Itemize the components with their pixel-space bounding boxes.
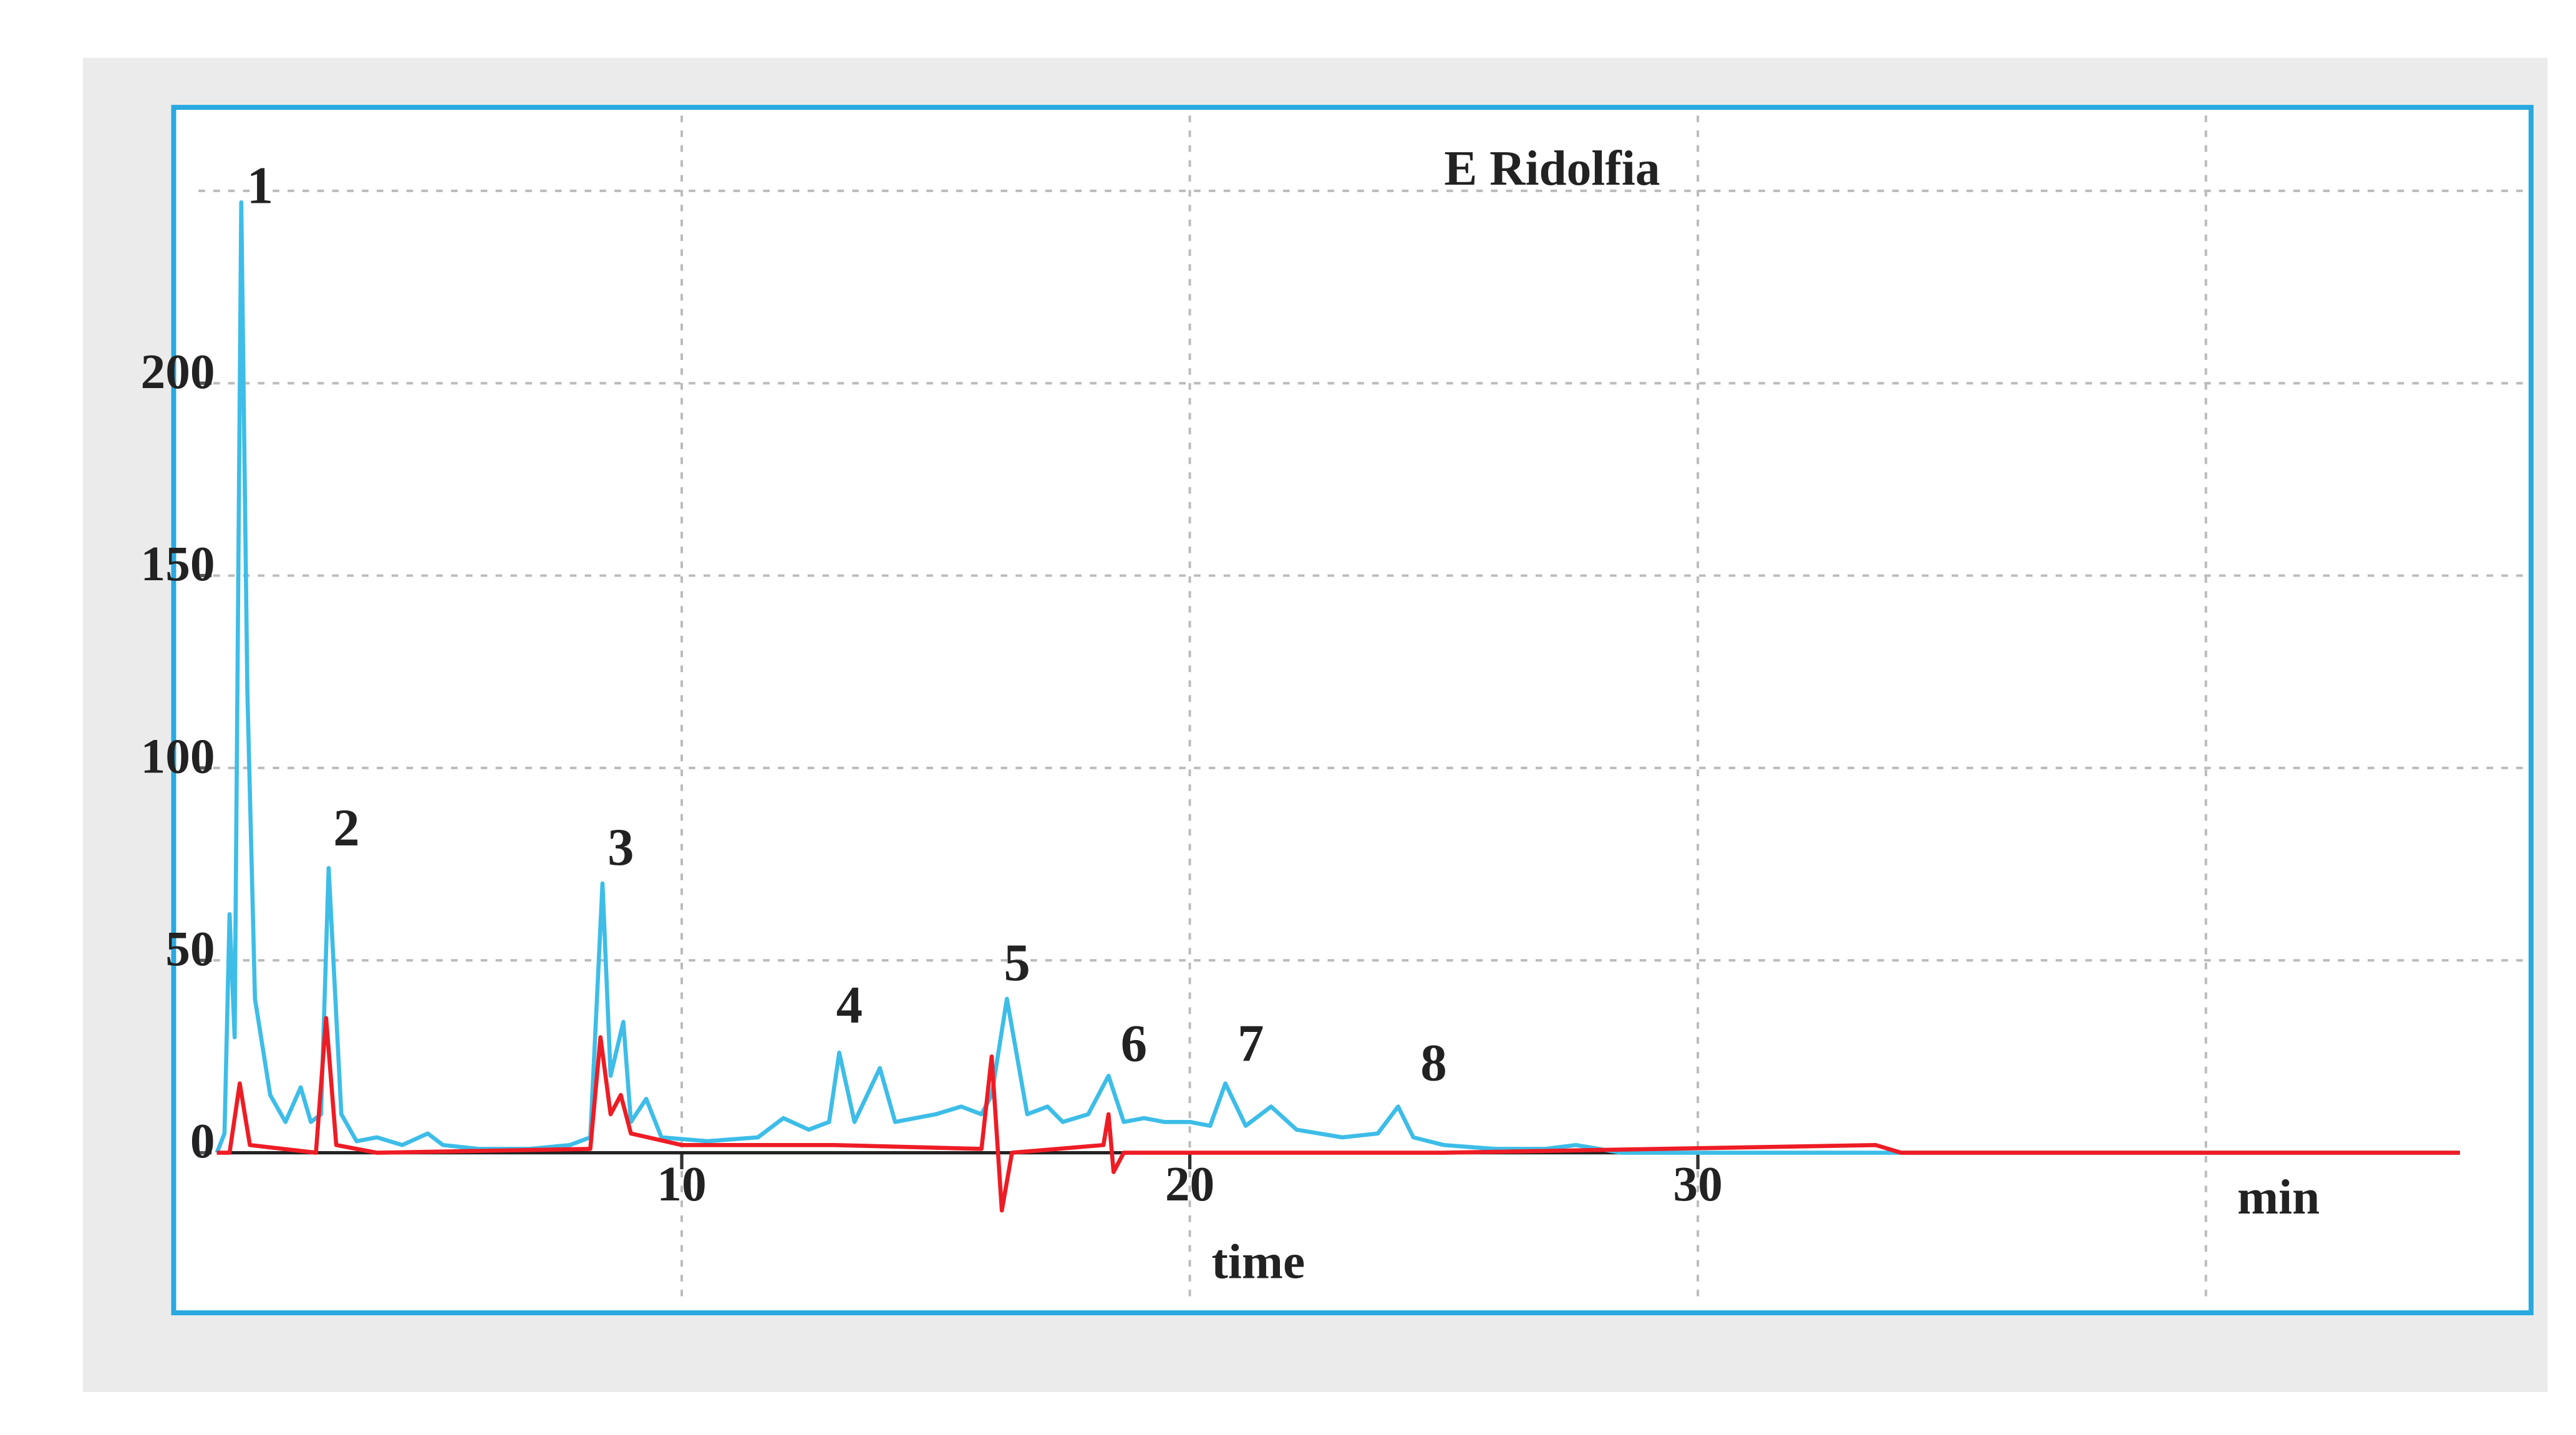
x-tick-label: 10: [657, 1157, 706, 1212]
y-tick-label: 200: [141, 344, 215, 399]
chart-title: E Ridolfia: [1444, 141, 1660, 196]
peak-label: 8: [1420, 1034, 1446, 1092]
peak-label: 3: [608, 819, 634, 877]
peak-label: 4: [836, 976, 863, 1034]
peak-label: 7: [1237, 1015, 1264, 1073]
series-line: [215, 200, 2460, 1155]
series-line: [216, 1016, 2460, 1213]
x-axis-label: time: [1211, 1234, 1305, 1289]
peak-label: 6: [1121, 1015, 1147, 1073]
y-tick-label: 100: [141, 729, 215, 784]
y-tick-label: 150: [141, 537, 215, 591]
y-tick-label: 0: [190, 1114, 215, 1169]
x-tick-label: 20: [1165, 1157, 1214, 1212]
y-tick-label: 50: [165, 922, 215, 976]
peak-label: 2: [333, 799, 359, 857]
peak-label: 1: [247, 157, 273, 215]
x-axis-unit: min: [2237, 1170, 2320, 1225]
plot-frame: [171, 105, 2534, 1316]
plot-area: 0 50 100 150 200 10 20 30 1 2 3 4 5 6 7 8: [141, 115, 2523, 1305]
x-tick-label: 30: [1673, 1157, 1722, 1212]
peak-label: 5: [1004, 934, 1030, 992]
